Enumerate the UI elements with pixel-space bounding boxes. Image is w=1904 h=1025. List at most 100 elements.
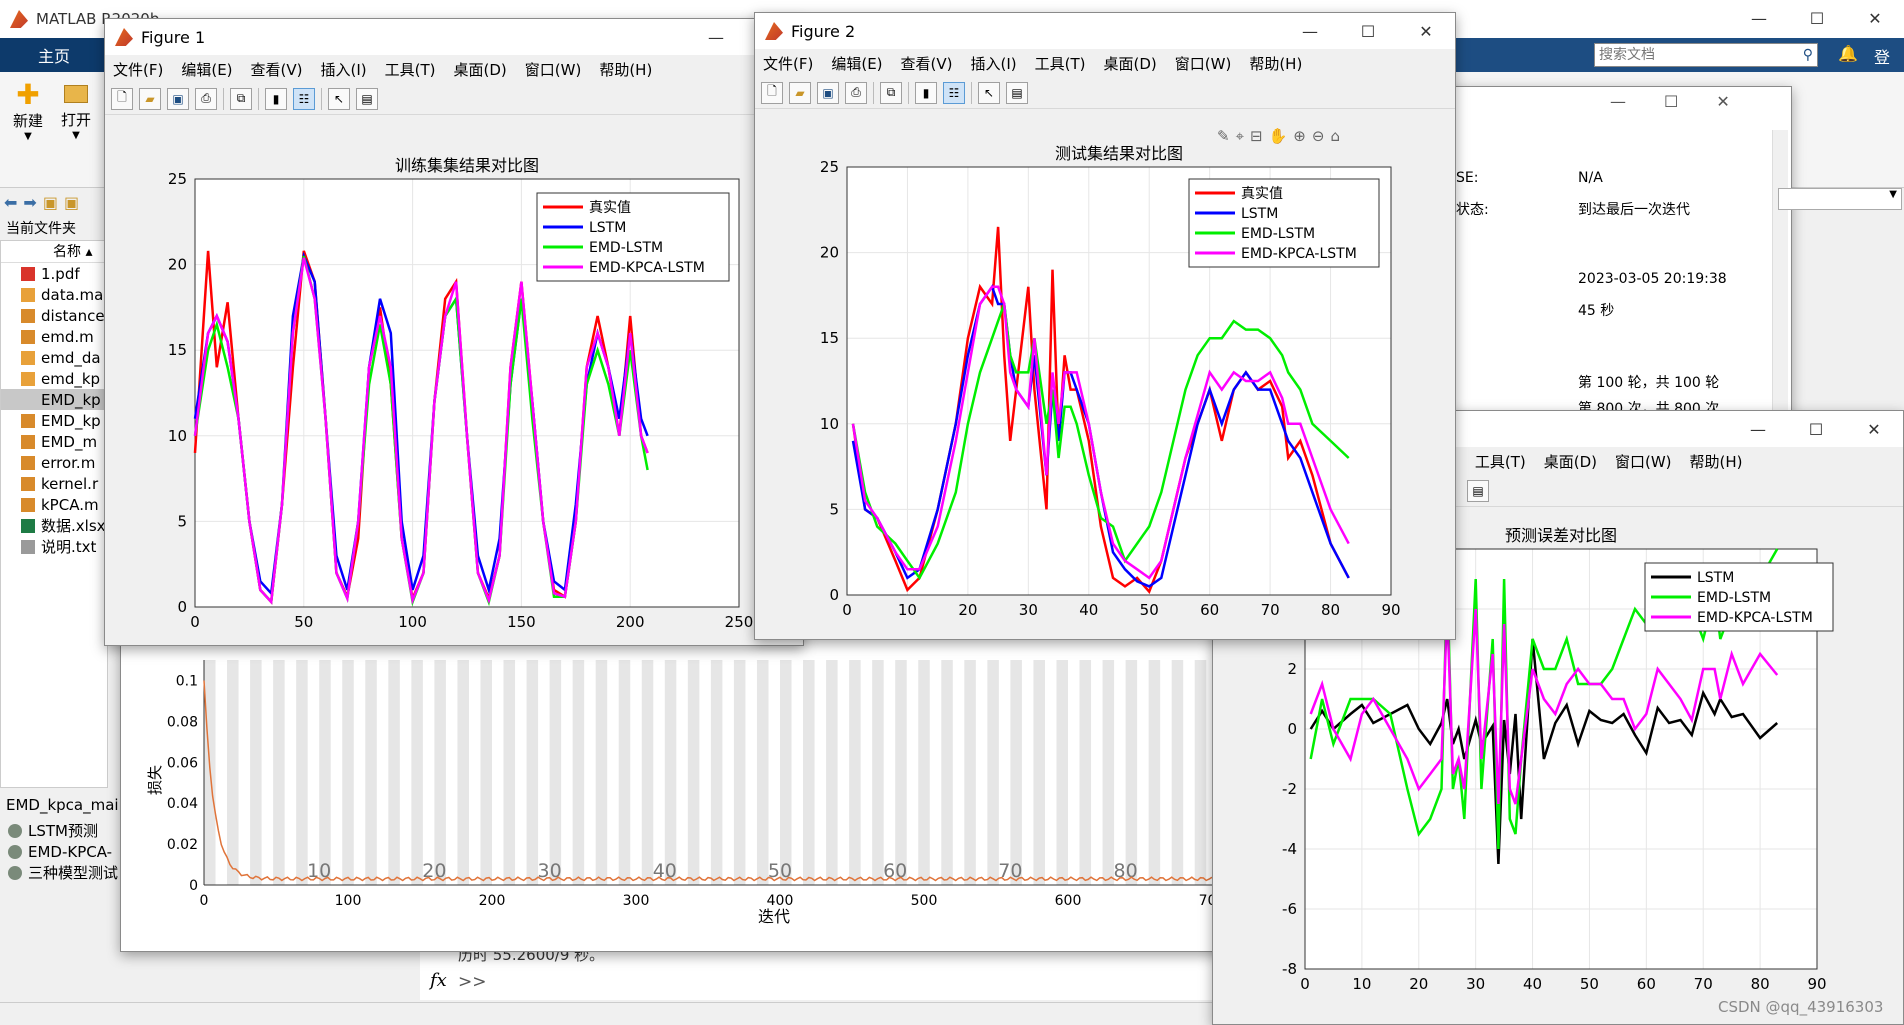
brush-icon[interactable]: ✎: [1217, 127, 1230, 145]
legend-icon[interactable]: ☷: [293, 87, 315, 110]
close-button[interactable]: ✕: [1419, 21, 1433, 41]
file-item[interactable]: emd_kp: [1, 368, 107, 389]
epoch-band: [250, 660, 262, 885]
menu-item[interactable]: 文件(F): [113, 60, 164, 79]
property-inspector-icon[interactable]: ▤: [1006, 81, 1028, 104]
file-item[interactable]: EMD_m: [1, 431, 107, 452]
file-name: 说明.txt: [41, 538, 97, 556]
y-tick-label: 0: [829, 586, 839, 604]
colorbar-icon[interactable]: ▮: [265, 87, 287, 110]
minimize-button[interactable]: —: [1302, 21, 1318, 41]
y-tick-label: 10: [820, 415, 839, 433]
file-item[interactable]: emd_da: [1, 347, 107, 368]
tab-home[interactable]: 主页: [0, 38, 108, 72]
colorbar-icon[interactable]: ▮: [915, 81, 937, 104]
menu-item[interactable]: 查看(V): [250, 60, 303, 79]
menu-item[interactable]: 工具(T): [384, 60, 436, 79]
export-icon[interactable]: ⊟: [1250, 127, 1263, 145]
new-figure-icon[interactable]: 🗋: [111, 87, 133, 110]
minimize-button[interactable]: —: [708, 27, 724, 47]
section-item[interactable]: EMD-KPCA-: [0, 841, 120, 862]
menu-item[interactable]: 插入(I): [970, 54, 1017, 73]
close-button[interactable]: ✕: [1867, 419, 1881, 439]
menu-item[interactable]: 帮助(H): [599, 60, 653, 79]
minimize-button[interactable]: —: [1751, 8, 1767, 28]
file-item[interactable]: distance: [1, 305, 107, 326]
dropdown-field[interactable]: ▼: [1778, 188, 1902, 210]
datatip-icon[interactable]: ⌖: [1235, 127, 1245, 145]
new-figure-icon[interactable]: 🗋: [761, 81, 783, 104]
login-button[interactable]: 登: [1874, 48, 1891, 67]
fx-icon[interactable]: fx: [430, 970, 447, 991]
minimize-button[interactable]: —: [1610, 92, 1626, 111]
menu-item[interactable]: 桌面(D): [1103, 54, 1157, 73]
zoom-out-icon[interactable]: ⊖: [1311, 127, 1325, 145]
menu-item[interactable]: 工具(T): [1474, 452, 1526, 471]
property-inspector-icon[interactable]: ▤: [356, 87, 378, 110]
x-tick-label: 50: [294, 613, 313, 631]
maximize-button[interactable]: ☐: [1664, 92, 1679, 111]
legend-icon[interactable]: ☷: [943, 81, 965, 104]
back-icon[interactable]: ⬅: [4, 192, 18, 212]
save-icon[interactable]: ▣: [167, 87, 189, 110]
file-item[interactable]: 数据.xlsx: [1, 515, 107, 536]
close-button[interactable]: ✕: [1868, 8, 1882, 28]
file-item[interactable]: kPCA.m: [1, 494, 107, 515]
new-button[interactable]: ✚ 新建 ▼: [8, 80, 48, 160]
menu-item[interactable]: 插入(I): [320, 60, 367, 79]
file-item[interactable]: 说明.txt: [1, 536, 107, 557]
close-button[interactable]: ✕: [1716, 92, 1730, 111]
section-item[interactable]: 三种模型测试: [0, 862, 120, 883]
name-column-header[interactable]: 名称 ▴: [1, 241, 107, 263]
home-icon[interactable]: ⌂: [1330, 127, 1340, 145]
up-folder-icon[interactable]: ▣: [42, 192, 58, 212]
open-button[interactable]: 打开 ▼: [56, 80, 96, 160]
minimize-button[interactable]: —: [1750, 419, 1766, 439]
search-input[interactable]: 搜索文档 ⚲: [1594, 43, 1818, 67]
menu-item[interactable]: 工具(T): [1034, 54, 1086, 73]
print-icon[interactable]: ⎙: [845, 81, 867, 104]
menu-item[interactable]: 窗口(W): [524, 60, 582, 79]
menu-item[interactable]: 编辑(E): [831, 54, 883, 73]
maximize-button[interactable]: ☐: [1808, 419, 1824, 439]
edit-plot-icon[interactable]: ↖: [328, 87, 350, 110]
section-item[interactable]: LSTM预测: [0, 820, 120, 841]
maximize-button[interactable]: ☐: [1809, 8, 1825, 28]
link-plot-icon[interactable]: ⧉: [230, 87, 252, 110]
menu-item[interactable]: 桌面(D): [453, 60, 507, 79]
file-item[interactable]: kernel.r: [1, 473, 107, 494]
menu-item[interactable]: 文件(F): [763, 54, 814, 73]
menu-item[interactable]: 桌面(D): [1543, 452, 1597, 471]
pan-icon[interactable]: ✋: [1268, 127, 1288, 145]
x-tick-label: 60: [1637, 975, 1656, 993]
browse-folder-icon[interactable]: ▣: [63, 192, 80, 212]
property-inspector-icon[interactable]: ▤: [1467, 479, 1489, 502]
save-icon[interactable]: ▣: [817, 81, 839, 104]
scrollbar[interactable]: [1772, 130, 1788, 430]
open-file-icon[interactable]: ▰: [789, 81, 811, 104]
notification-icon[interactable]: 🔔: [1838, 44, 1858, 63]
file-item[interactable]: EMD_kp: [1, 410, 107, 431]
file-item[interactable]: EMD_kp: [1, 389, 107, 410]
menu-item[interactable]: 帮助(H): [1689, 452, 1743, 471]
search-icon[interactable]: ⚲: [1802, 47, 1813, 63]
forward-icon[interactable]: ➡: [23, 192, 37, 212]
file-item[interactable]: data.ma: [1, 284, 107, 305]
figure1-titlebar: Figure 1: [105, 19, 803, 55]
file-item[interactable]: emd.m: [1, 326, 107, 347]
menu-item[interactable]: 帮助(H): [1249, 54, 1303, 73]
menu-item[interactable]: 编辑(E): [181, 60, 233, 79]
menu-item[interactable]: 查看(V): [900, 54, 953, 73]
menu-item[interactable]: 窗口(W): [1174, 54, 1232, 73]
menu-item[interactable]: 窗口(W): [1615, 452, 1672, 471]
file-item[interactable]: 1.pdf: [1, 263, 107, 284]
zoom-in-icon[interactable]: ⊕: [1293, 127, 1306, 145]
x-tick-label: 60: [1200, 601, 1219, 619]
print-icon[interactable]: ⎙: [195, 87, 217, 110]
link-plot-icon[interactable]: ⧉: [880, 81, 902, 104]
edit-plot-icon[interactable]: ↖: [978, 81, 1000, 104]
maximize-button[interactable]: ☐: [1360, 21, 1376, 41]
file-item[interactable]: error.m: [1, 452, 107, 473]
open-file-icon[interactable]: ▰: [139, 87, 161, 110]
mfile-icon: [21, 413, 35, 428]
